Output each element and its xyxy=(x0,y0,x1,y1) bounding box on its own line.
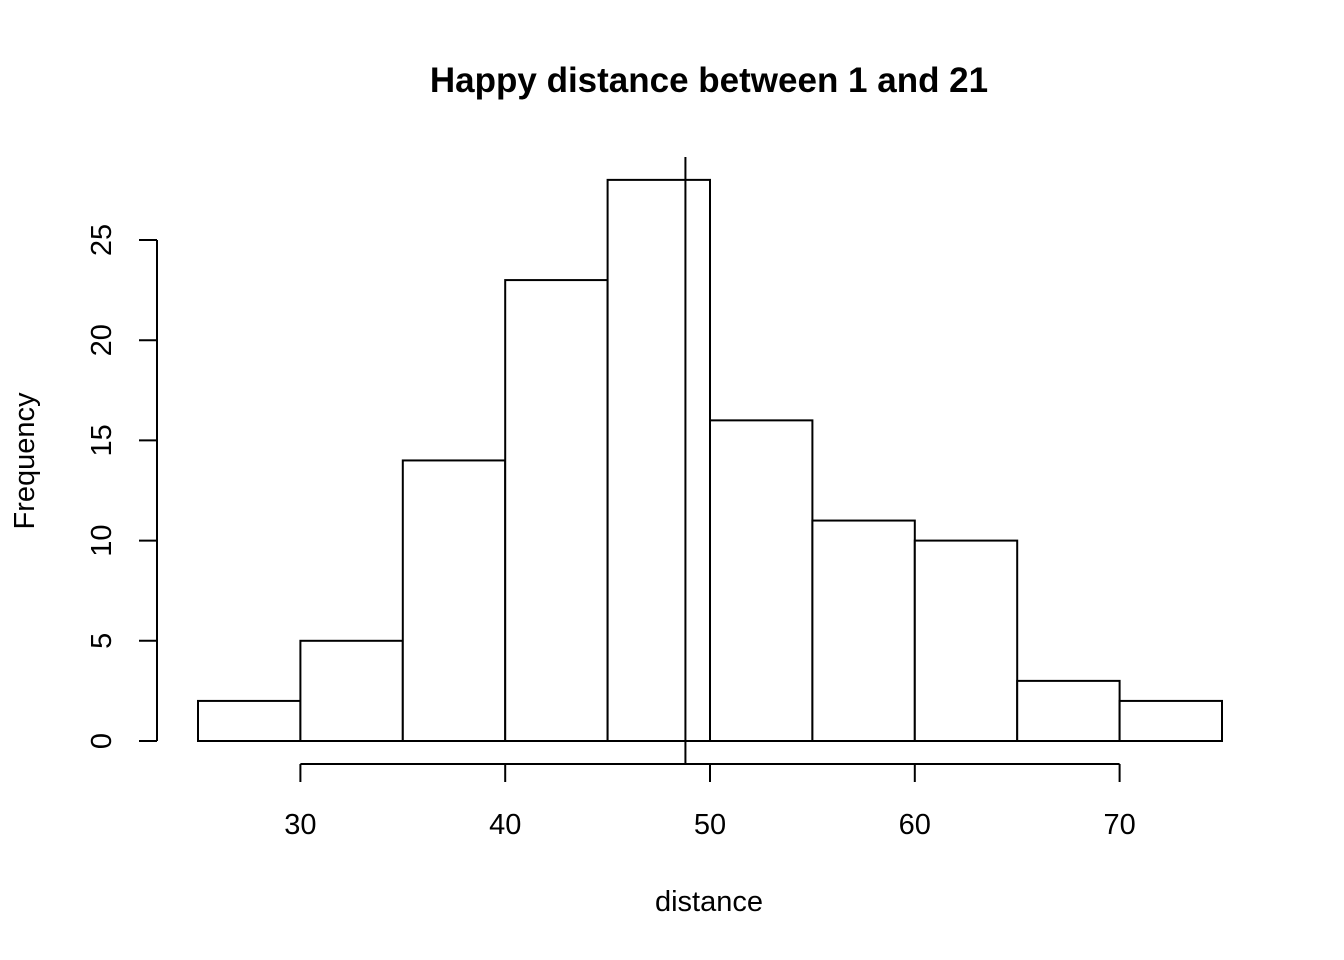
histogram-bar-1 xyxy=(197,699,302,742)
x-tick-label: 50 xyxy=(694,809,726,841)
y-axis: 0 5 10 15 20 25 xyxy=(86,224,158,749)
bars-group xyxy=(197,178,1223,743)
y-tick-label: 25 xyxy=(86,224,118,256)
histogram-bar-2 xyxy=(299,639,404,742)
x-tick-label: 30 xyxy=(284,809,316,841)
histogram-bar-3 xyxy=(401,459,507,742)
y-axis-label: Frequency xyxy=(9,392,41,530)
y-tick-label: 0 xyxy=(86,733,118,749)
x-axis-label: distance xyxy=(655,886,763,918)
y-tick-label: 5 xyxy=(86,633,118,649)
histogram-bar-10 xyxy=(1118,699,1223,742)
chart-title: Happy distance between 1 and 21 xyxy=(430,61,988,100)
histogram-bar-6 xyxy=(709,419,814,742)
x-axis: 30 40 50 60 70 xyxy=(284,763,1136,841)
x-tick-label: 70 xyxy=(1103,809,1135,841)
y-tick-label: 15 xyxy=(86,424,118,456)
y-tick-label: 20 xyxy=(86,324,118,356)
y-tick-label: 10 xyxy=(86,524,118,556)
histogram-bar-4 xyxy=(504,279,609,742)
x-tick-label: 40 xyxy=(489,809,521,841)
histogram-bar-5 xyxy=(606,178,711,742)
x-tick-label: 60 xyxy=(899,809,931,841)
histogram-bar-8 xyxy=(913,539,1019,742)
histogram-bar-9 xyxy=(1016,679,1121,743)
histogram-bar-7 xyxy=(811,519,916,742)
